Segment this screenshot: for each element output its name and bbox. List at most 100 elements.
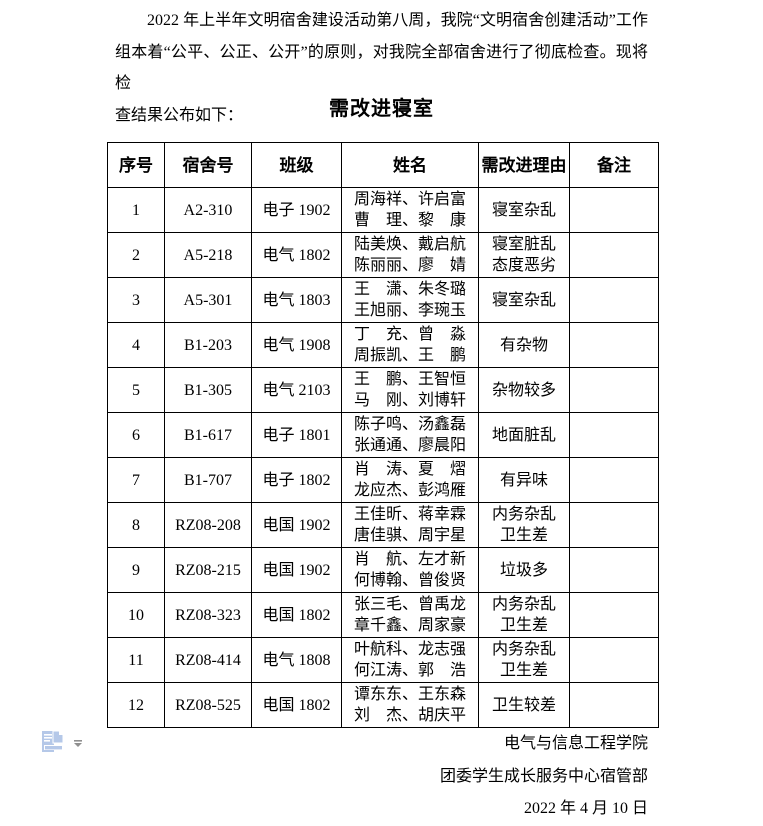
- paste-options-button[interactable]: [40, 729, 83, 763]
- cell-no: 9: [107, 547, 165, 593]
- cell-reason: 有杂物: [478, 322, 570, 368]
- signature-dept: 团委学生成长服务中心宿管部: [439, 767, 648, 785]
- table-row: 10 RZ08-323 电国 1802 张三毛、曾禹龙 章千鑫、周家豪 内务杂乱…: [107, 592, 659, 638]
- cell-no: 6: [107, 412, 165, 458]
- signature-org: 电气与信息工程学院: [503, 735, 648, 752]
- cell-class: 电国 1802: [251, 592, 342, 638]
- cell-class: 电气 1802: [251, 232, 342, 278]
- cell-note: [569, 412, 659, 458]
- cell-note: [569, 322, 659, 368]
- header-note: 备注: [569, 142, 659, 188]
- cell-reason: 有异味: [478, 457, 570, 503]
- cell-reason: 杂物较多: [478, 367, 570, 413]
- cell-names: 肖 涛、夏 熠 龙应杰、彭鸿雁: [341, 457, 479, 503]
- cell-class: 电气 1808: [251, 637, 342, 683]
- cell-no: 1: [107, 187, 165, 233]
- cell-no: 10: [107, 592, 165, 638]
- cell-names: 王佳昕、蒋幸霖 唐佳骐、周宇星: [341, 502, 479, 548]
- cell-no: 8: [107, 502, 165, 548]
- cell-room: RZ08-525: [164, 682, 252, 728]
- cell-names: 丁 充、曾 淼 周振凯、王 鹏: [341, 322, 479, 368]
- cell-no: 12: [107, 682, 165, 728]
- cell-note: [569, 547, 659, 593]
- header-reason: 需改进理由: [478, 142, 570, 188]
- table-header-row: 序号 宿舍号 班级 姓名 需改进理由 备注: [107, 142, 659, 188]
- cell-names: 张三毛、曾禹龙 章千鑫、周家豪: [341, 592, 479, 638]
- cell-class: 电气 2103: [251, 367, 342, 413]
- table-row: 5 B1-305 电气 2103 王 鹏、王智恒 马 刚、刘博轩 杂物较多: [107, 367, 659, 413]
- paste-options-icon[interactable]: [40, 729, 66, 763]
- signature-date: 2022 年 4 月 10 日: [523, 800, 648, 817]
- table-row: 11 RZ08-414 电气 1808 叶航科、龙志强 何江涛、郭 浩 内务杂乱…: [107, 637, 659, 683]
- cell-note: [569, 457, 659, 503]
- cell-names: 陈子鸣、汤鑫磊 张通通、廖晨阳: [341, 412, 479, 458]
- table-row: 4 B1-203 电气 1908 丁 充、曾 淼 周振凯、王 鹏 有杂物: [107, 322, 659, 368]
- cell-names: 陆美焕、戴启航 陈丽丽、廖 婧: [341, 232, 479, 278]
- cell-reason: 寝室脏乱 态度恶劣: [478, 232, 570, 278]
- cell-reason: 地面脏乱: [478, 412, 570, 458]
- cell-room: A5-301: [164, 277, 252, 323]
- cell-reason: 内务杂乱 卫生差: [478, 502, 570, 548]
- signature-block: 电气与信息工程学院 团委学生成长服务中心宿管部 2022 年 4 月 10 日: [440, 728, 648, 826]
- header-no: 序号: [107, 142, 165, 188]
- chevron-down-icon[interactable]: [73, 734, 83, 752]
- cell-class: 电子 1902: [251, 187, 342, 233]
- intro-line: 组本着“公平、公正、公开”的原则，对我院全部宿舍进行了彻底检查。现将检: [115, 43, 648, 93]
- cell-reason: 卫生较差: [478, 682, 570, 728]
- header-class: 班级: [251, 142, 342, 188]
- cell-note: [569, 637, 659, 683]
- cell-note: [569, 187, 659, 233]
- page-title: 需改进寝室: [329, 98, 434, 120]
- table-row: 8 RZ08-208 电国 1902 王佳昕、蒋幸霖 唐佳骐、周宇星 内务杂乱 …: [107, 502, 659, 548]
- cell-names: 谭东东、王东森 刘 杰、胡庆平: [341, 682, 479, 728]
- cell-room: B1-707: [164, 457, 252, 503]
- cell-no: 2: [107, 232, 165, 278]
- cell-names: 王 潇、朱冬璐 王旭丽、李琬玉: [341, 277, 479, 323]
- header-room: 宿舍号: [164, 142, 252, 188]
- cell-reason: 寝室杂乱: [478, 277, 570, 323]
- cell-class: 电国 1802: [251, 682, 342, 728]
- cell-names: 叶航科、龙志强 何江涛、郭 浩: [341, 637, 479, 683]
- cell-note: [569, 367, 659, 413]
- intro-line: 查结果公布如下：: [115, 106, 244, 124]
- cell-reason: 垃圾多: [478, 547, 570, 593]
- cell-reason: 寝室杂乱: [478, 187, 570, 233]
- cell-class: 电国 1902: [251, 547, 342, 593]
- cell-class: 电子 1801: [251, 412, 342, 458]
- cell-note: [569, 682, 659, 728]
- table-row: 7 B1-707 电子 1802 肖 涛、夏 熠 龙应杰、彭鸿雁 有异味: [107, 457, 659, 503]
- table-row: 2 A5-218 电气 1802 陆美焕、戴启航 陈丽丽、廖 婧 寝室脏乱 态度…: [107, 232, 659, 278]
- cell-room: RZ08-215: [164, 547, 252, 593]
- cell-names: 肖 航、左才新 何博翰、曾俊贤: [341, 547, 479, 593]
- cell-note: [569, 502, 659, 548]
- cell-room: B1-203: [164, 322, 252, 368]
- table-row: 3 A5-301 电气 1803 王 潇、朱冬璐 王旭丽、李琬玉 寝室杂乱: [107, 277, 659, 323]
- cell-class: 电国 1902: [251, 502, 342, 548]
- intro-line: 2022 年上半年文明宿舍建设活动第八周，我院“文明宿舍创建活动”工作: [147, 12, 648, 29]
- cell-note: [569, 232, 659, 278]
- cell-room: B1-617: [164, 412, 252, 458]
- header-names: 姓名: [341, 142, 479, 188]
- cell-room: A2-310: [164, 187, 252, 233]
- cell-note: [569, 592, 659, 638]
- cell-room: B1-305: [164, 367, 252, 413]
- dorm-inspection-table: 序号 宿舍号 班级 姓名 需改进理由 备注 1 A2-310 电子 1902 周…: [107, 142, 659, 728]
- cell-room: RZ08-208: [164, 502, 252, 548]
- cell-no: 11: [107, 637, 165, 683]
- table-row: 1 A2-310 电子 1902 周海祥、许启富 曹 理、黎 康 寝室杂乱: [107, 187, 659, 233]
- cell-room: RZ08-414: [164, 637, 252, 683]
- cell-names: 王 鹏、王智恒 马 刚、刘博轩: [341, 367, 479, 413]
- table-row: 6 B1-617 电子 1801 陈子鸣、汤鑫磊 张通通、廖晨阳 地面脏乱: [107, 412, 659, 458]
- cell-reason: 内务杂乱 卫生差: [478, 637, 570, 683]
- cell-no: 7: [107, 457, 165, 503]
- cell-no: 3: [107, 277, 165, 323]
- cell-class: 电气 1908: [251, 322, 342, 368]
- cell-no: 5: [107, 367, 165, 413]
- cell-class: 电气 1803: [251, 277, 342, 323]
- table-row: 9 RZ08-215 电国 1902 肖 航、左才新 何博翰、曾俊贤 垃圾多: [107, 547, 659, 593]
- cell-class: 电子 1802: [251, 457, 342, 503]
- intro-paragraph: 2022 年上半年文明宿舍建设活动第八周，我院“文明宿舍创建活动”工作 组本着“…: [115, 5, 648, 131]
- cell-note: [569, 277, 659, 323]
- cell-room: A5-218: [164, 232, 252, 278]
